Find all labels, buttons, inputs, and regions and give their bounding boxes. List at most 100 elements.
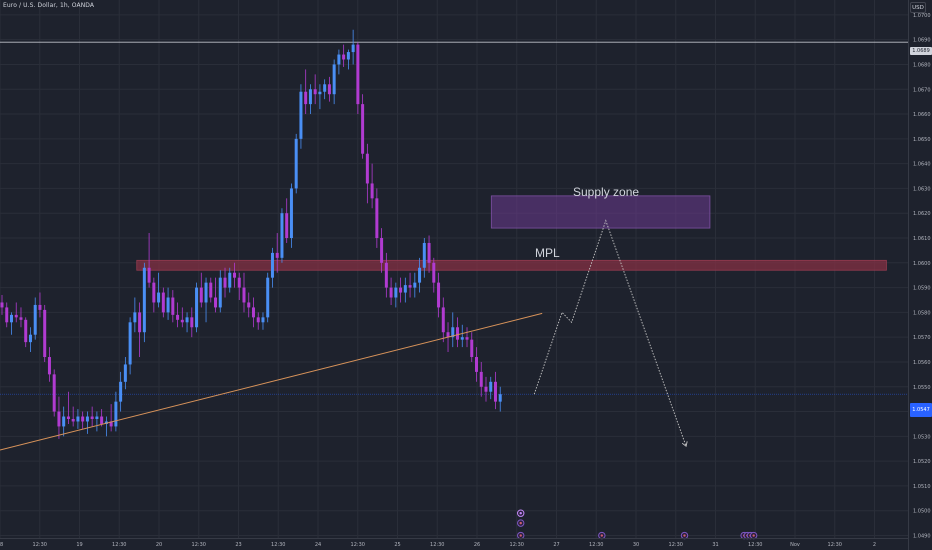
candle-body <box>346 52 350 60</box>
candle-body <box>418 267 422 283</box>
candle-body <box>266 277 270 318</box>
candle-body <box>361 104 365 154</box>
candle-body <box>337 54 341 65</box>
y-tick-label: 1.0680 <box>913 62 931 68</box>
symbol-title: Euro / U.S. Dollar, 1h, OANDA <box>3 2 95 9</box>
candle-body <box>351 44 355 53</box>
x-tick-label: 12:30 <box>271 542 285 548</box>
candle-body <box>195 287 199 328</box>
candlestick-series <box>0 29 502 439</box>
current-price-tag: 1.0547 <box>910 403 932 417</box>
x-tick-label: 12:30 <box>351 542 365 548</box>
candle-body <box>166 297 170 313</box>
chart-zones <box>136 195 887 271</box>
y-tick-label: 1.0660 <box>913 112 931 118</box>
x-tick-label: Nov <box>790 542 800 548</box>
candle-body <box>456 327 460 340</box>
y-tick-label: 1.0620 <box>913 211 931 217</box>
y-tick-label: 1.0670 <box>913 87 931 93</box>
candle-body <box>242 287 246 303</box>
candle-body <box>114 401 118 427</box>
candle-body <box>446 332 450 338</box>
candle-body <box>133 312 137 323</box>
y-tick-label: 1.0490 <box>913 534 931 540</box>
candle-body <box>14 314 18 318</box>
x-tick-label: 12:30 <box>669 542 683 548</box>
y-tick-label: 1.0640 <box>913 162 931 168</box>
y-tick-label: 1.0510 <box>913 484 931 490</box>
candle-body <box>370 183 374 199</box>
candle-body <box>123 364 127 382</box>
x-tick-label: 12:30 <box>510 542 524 548</box>
candle-body <box>109 421 113 427</box>
event-marker-dot <box>752 534 755 537</box>
candle-body <box>233 272 237 278</box>
x-tick-label: 30 <box>633 542 639 548</box>
event-markers <box>517 509 758 540</box>
projection-path <box>533 219 687 447</box>
x-tick-label: 12:30 <box>430 542 444 548</box>
x-tick-label: 25 <box>394 542 400 548</box>
candle-body <box>280 213 284 258</box>
candle-body <box>437 282 441 308</box>
event-marker-dot <box>519 534 522 537</box>
candle-body <box>403 285 407 293</box>
candle-body <box>138 312 142 333</box>
trendline <box>0 312 543 451</box>
candle-body <box>323 84 327 92</box>
candle-body <box>62 416 66 427</box>
x-tick-label: 12:30 <box>748 542 762 548</box>
x-tick-label: 12:30 <box>192 542 206 548</box>
projection-group <box>533 219 688 448</box>
x-tick-label: 26 <box>474 542 480 548</box>
candle-body <box>451 327 455 338</box>
candle-body <box>251 307 255 318</box>
candle-body <box>380 238 384 263</box>
mpl-label: MPL <box>535 246 560 260</box>
supply-zone-box <box>490 195 711 229</box>
x-tick-label: 24 <box>315 542 321 548</box>
price-axis[interactable]: 1.0700 1.0690 1.0680 1.0670 1.0660 1.0650 1.06… <box>908 0 931 550</box>
y-tick-label: 1.0610 <box>913 236 931 242</box>
candle-body <box>76 416 80 422</box>
time-axis[interactable]: 18 12:30 19 12:30 20 12:30 23 12:30 24 12:30 25 12:… <box>0 538 908 549</box>
candle-body <box>289 188 293 239</box>
candle-body <box>71 418 75 422</box>
candle-body <box>209 282 213 298</box>
candle-body <box>422 242 426 268</box>
candle-body <box>275 252 279 258</box>
candle-body <box>204 282 208 303</box>
candle-body <box>389 287 393 298</box>
supply-zone-label: Supply zone <box>573 185 640 199</box>
candle-body <box>147 267 151 283</box>
x-tick-label: 12:30 <box>828 542 842 548</box>
candle-body <box>157 292 161 303</box>
candle-body <box>498 394 502 402</box>
candle-body <box>470 339 474 358</box>
candle-body <box>152 282 156 303</box>
candle-body <box>342 54 346 60</box>
candle-body <box>19 317 23 320</box>
candle-body <box>285 213 289 239</box>
y-tick-label: 1.0560 <box>913 360 931 366</box>
candle-body <box>28 334 32 343</box>
candle-body <box>475 357 478 372</box>
y-tick-label: 1.0600 <box>913 261 931 267</box>
currency-button[interactable]: USD <box>910 2 926 13</box>
candle-body <box>247 302 251 308</box>
candle-body <box>332 64 336 95</box>
y-tick-label: 1.0570 <box>913 335 931 341</box>
candle-body <box>223 277 227 288</box>
candle-body <box>432 262 436 283</box>
candle-body <box>375 198 379 239</box>
y-tick-label: 1.0500 <box>913 509 931 515</box>
candle-body <box>5 307 9 323</box>
candle-body <box>413 282 417 288</box>
candle-body <box>493 381 497 402</box>
candle-body <box>33 304 37 335</box>
candle-body <box>218 277 222 308</box>
candle-body <box>43 309 47 358</box>
candle-body <box>47 357 51 375</box>
candle-body <box>261 317 265 323</box>
